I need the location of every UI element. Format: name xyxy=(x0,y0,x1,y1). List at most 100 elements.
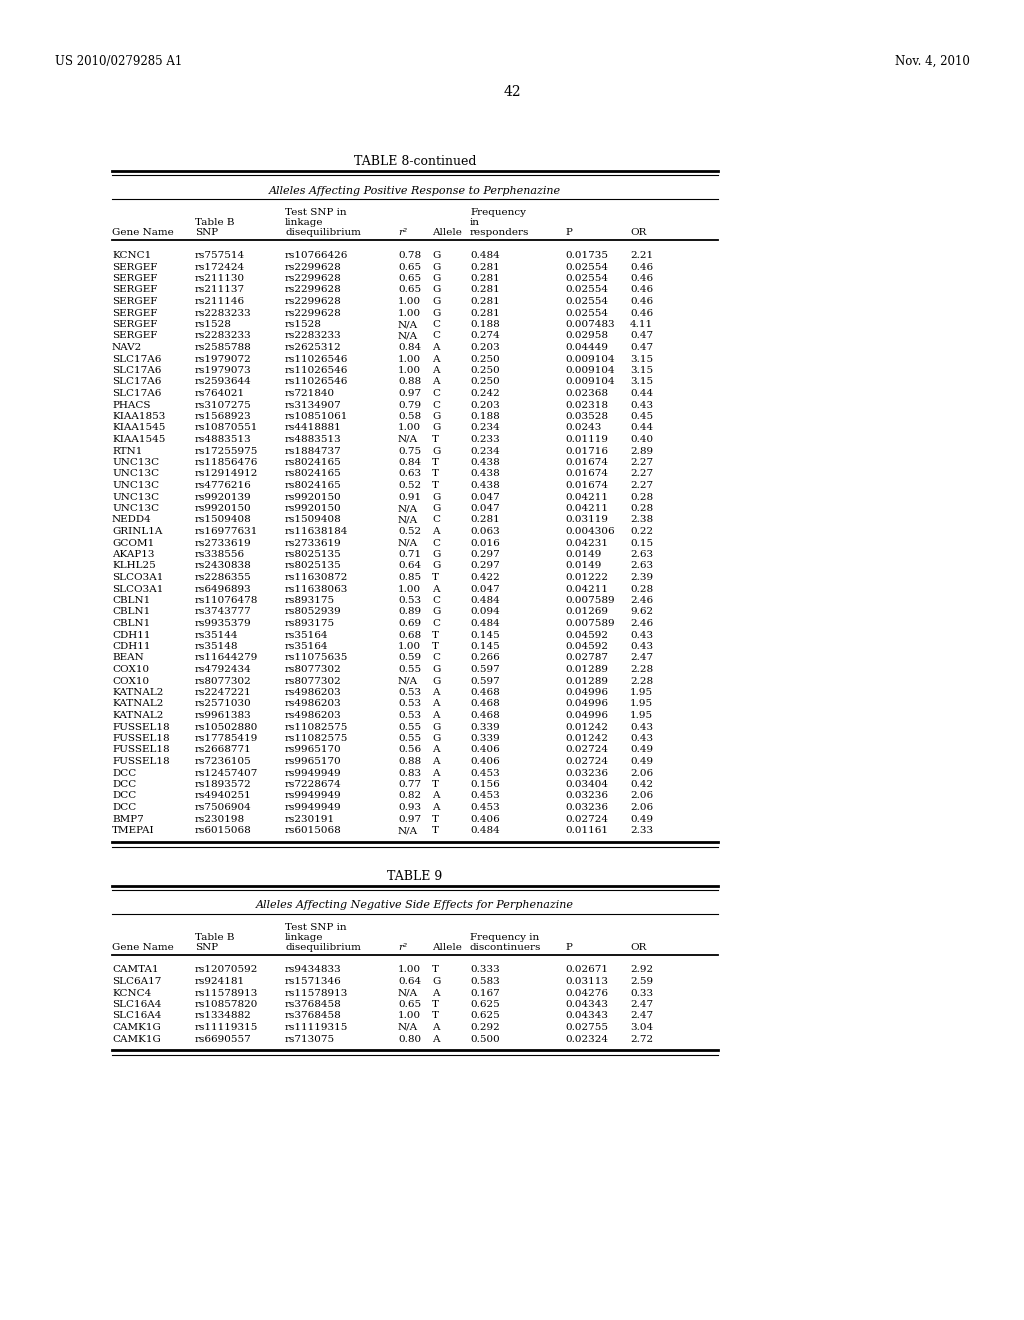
Text: 2.28: 2.28 xyxy=(630,676,653,685)
Text: 0.45: 0.45 xyxy=(630,412,653,421)
Text: TMEPAI: TMEPAI xyxy=(112,826,155,836)
Text: rs4986203: rs4986203 xyxy=(285,711,342,719)
Text: KIAA1545: KIAA1545 xyxy=(112,436,165,444)
Text: discontinuers: discontinuers xyxy=(470,942,542,952)
Text: 0.009104: 0.009104 xyxy=(565,378,614,387)
Text: G: G xyxy=(432,412,440,421)
Text: rs1571346: rs1571346 xyxy=(285,977,342,986)
Text: 0.15: 0.15 xyxy=(630,539,653,548)
Text: AKAP13: AKAP13 xyxy=(112,550,155,558)
Text: KLHL25: KLHL25 xyxy=(112,561,156,570)
Text: 0.01674: 0.01674 xyxy=(565,470,608,479)
Text: rs211137: rs211137 xyxy=(195,285,245,294)
Text: 0.02318: 0.02318 xyxy=(565,400,608,409)
Text: SLC17A6: SLC17A6 xyxy=(112,389,162,399)
Text: Frequency in: Frequency in xyxy=(470,932,540,941)
Text: G: G xyxy=(432,492,440,502)
Text: 0.04276: 0.04276 xyxy=(565,989,608,998)
Text: 0.88: 0.88 xyxy=(398,378,421,387)
Text: Gene Name: Gene Name xyxy=(112,942,174,952)
Text: 1.00: 1.00 xyxy=(398,642,421,651)
Text: SLC17A6: SLC17A6 xyxy=(112,355,162,363)
Text: 2.46: 2.46 xyxy=(630,597,653,605)
Text: rs10502880: rs10502880 xyxy=(195,722,258,731)
Text: 1.00: 1.00 xyxy=(398,1011,421,1020)
Text: rs721840: rs721840 xyxy=(285,389,335,399)
Text: G: G xyxy=(432,722,440,731)
Text: 0.02554: 0.02554 xyxy=(565,297,608,306)
Text: SLC16A4: SLC16A4 xyxy=(112,1001,162,1008)
Text: 42: 42 xyxy=(503,84,521,99)
Text: 0.03404: 0.03404 xyxy=(565,780,608,789)
Text: T: T xyxy=(432,780,439,789)
Text: rs2593644: rs2593644 xyxy=(195,378,252,387)
Text: 0.04996: 0.04996 xyxy=(565,711,608,719)
Text: rs2733619: rs2733619 xyxy=(285,539,342,548)
Text: rs35164: rs35164 xyxy=(285,642,329,651)
Text: rs9949949: rs9949949 xyxy=(285,803,342,812)
Text: A: A xyxy=(432,1035,439,1044)
Text: US 2010/0279285 A1: US 2010/0279285 A1 xyxy=(55,55,182,69)
Text: G: G xyxy=(432,251,440,260)
Text: rs2286355: rs2286355 xyxy=(195,573,252,582)
Text: rs924181: rs924181 xyxy=(195,977,245,986)
Text: rs8024165: rs8024165 xyxy=(285,458,342,467)
Text: T: T xyxy=(432,480,439,490)
Text: KIAA1853: KIAA1853 xyxy=(112,412,165,421)
Text: 0.188: 0.188 xyxy=(470,319,500,329)
Text: SERGEF: SERGEF xyxy=(112,285,158,294)
Text: A: A xyxy=(432,1023,439,1032)
Text: 4.11: 4.11 xyxy=(630,319,653,329)
Text: 0.55: 0.55 xyxy=(398,665,421,675)
Text: rs2283233: rs2283233 xyxy=(285,331,342,341)
Text: 1.95: 1.95 xyxy=(630,700,653,709)
Text: 0.063: 0.063 xyxy=(470,527,500,536)
Text: 0.583: 0.583 xyxy=(470,977,500,986)
Text: A: A xyxy=(432,527,439,536)
Text: 0.59: 0.59 xyxy=(398,653,421,663)
Text: rs2299628: rs2299628 xyxy=(285,263,342,272)
Text: DCC: DCC xyxy=(112,792,136,800)
Text: Frequency: Frequency xyxy=(470,209,526,216)
Text: KIAA1545: KIAA1545 xyxy=(112,424,165,433)
Text: 0.274: 0.274 xyxy=(470,331,500,341)
Text: 2.47: 2.47 xyxy=(630,1011,653,1020)
Text: 0.04231: 0.04231 xyxy=(565,539,608,548)
Text: T: T xyxy=(432,642,439,651)
Text: rs2571030: rs2571030 xyxy=(195,700,252,709)
Text: 0.04996: 0.04996 xyxy=(565,688,608,697)
Text: 0.46: 0.46 xyxy=(630,285,653,294)
Text: N/A: N/A xyxy=(398,1023,418,1032)
Text: T: T xyxy=(432,814,439,824)
Text: 0.597: 0.597 xyxy=(470,676,500,685)
Text: rs4986203: rs4986203 xyxy=(285,700,342,709)
Text: 0.44: 0.44 xyxy=(630,389,653,399)
Text: rs11638184: rs11638184 xyxy=(285,527,348,536)
Text: rs9949949: rs9949949 xyxy=(285,792,342,800)
Text: 0.43: 0.43 xyxy=(630,734,653,743)
Text: 0.297: 0.297 xyxy=(470,550,500,558)
Text: 0.53: 0.53 xyxy=(398,597,421,605)
Text: G: G xyxy=(432,665,440,675)
Text: rs9920150: rs9920150 xyxy=(285,492,342,502)
Text: 2.06: 2.06 xyxy=(630,768,653,777)
Text: 3.15: 3.15 xyxy=(630,366,653,375)
Text: rs9920150: rs9920150 xyxy=(285,504,342,513)
Text: 0.188: 0.188 xyxy=(470,412,500,421)
Text: 0.02554: 0.02554 xyxy=(565,263,608,272)
Text: KCNC4: KCNC4 xyxy=(112,989,152,998)
Text: rs893175: rs893175 xyxy=(285,619,335,628)
Text: rs6496893: rs6496893 xyxy=(195,585,252,594)
Text: rs10766426: rs10766426 xyxy=(285,251,348,260)
Text: 0.03113: 0.03113 xyxy=(565,977,608,986)
Text: rs7228674: rs7228674 xyxy=(285,780,342,789)
Text: 2.27: 2.27 xyxy=(630,480,653,490)
Text: Gene Name: Gene Name xyxy=(112,228,174,238)
Text: 0.79: 0.79 xyxy=(398,400,421,409)
Text: 0.625: 0.625 xyxy=(470,1001,500,1008)
Text: A: A xyxy=(432,355,439,363)
Text: CBLN1: CBLN1 xyxy=(112,597,151,605)
Text: SLC6A17: SLC6A17 xyxy=(112,977,162,986)
Text: rs9935379: rs9935379 xyxy=(195,619,252,628)
Text: C: C xyxy=(432,319,440,329)
